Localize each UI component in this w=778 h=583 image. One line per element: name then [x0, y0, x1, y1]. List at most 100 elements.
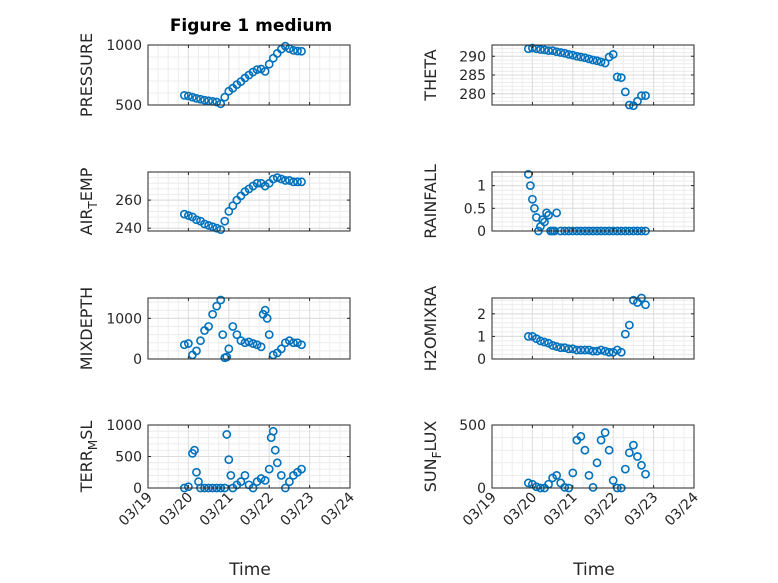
terr-msl-data-point	[260, 476, 270, 485]
h2omixra-data-point	[576, 345, 586, 355]
pressure-axes: 500 1000 PRESSURE	[77, 33, 351, 117]
theta-data-point	[528, 43, 537, 53]
pressure-data-point	[183, 91, 193, 101]
rainfall-y-tick-label: 0	[477, 224, 486, 240]
h2omixra-y-tick-label: 2	[477, 307, 486, 323]
mixdepth-data-point	[262, 313, 272, 323]
air-temp-data-point	[208, 222, 218, 232]
sun-flux-data-point	[580, 445, 590, 455]
sun-flux-axes-box	[491, 424, 695, 489]
terr-msl-data-point	[272, 458, 282, 468]
x-axis-label-left: Time	[228, 560, 271, 580]
theta-data-point	[552, 47, 562, 57]
terr-msl-x-tick-label: 03/21	[197, 490, 237, 530]
air-temp-axes-box	[147, 171, 351, 232]
terr-msl-data-point	[224, 455, 234, 465]
air-temp-data-point	[228, 201, 238, 211]
terr-msl-x-tick-label: 03/22	[237, 490, 277, 530]
sun-flux-x-tick-label: 03/21	[541, 490, 581, 530]
pressure-data-point	[297, 46, 306, 56]
terr-msl-data-point	[222, 430, 232, 439]
h2omixra-data-point	[604, 347, 614, 357]
rainfall-data-point	[552, 208, 562, 218]
air-temp-data-point	[297, 177, 306, 187]
mixdepth-data-point	[218, 330, 228, 339]
sun-flux-data-point	[596, 435, 606, 445]
theta-y-tick-label: 280	[459, 87, 486, 103]
pressure-y-tick-label: 500	[115, 98, 142, 114]
air-temp-data-point	[179, 209, 189, 219]
mixdepth-data-point	[204, 322, 213, 331]
theta-data-point	[592, 56, 602, 66]
sun-flux-data-point	[568, 468, 578, 478]
rainfall-data-point	[538, 215, 547, 225]
theta-data-point	[612, 72, 622, 82]
air-temp-data-point	[289, 177, 298, 187]
mixdepth-data-point	[240, 338, 250, 348]
h2omixra-y-tick-label: 1	[477, 329, 486, 345]
rainfall-y-axis-label: RAINFALL	[421, 164, 440, 239]
theta-data-point	[620, 87, 630, 97]
pressure-data-point	[188, 92, 197, 102]
theta-axes: 280 285 290 THETA	[421, 43, 695, 111]
air-temp-data-point	[183, 211, 193, 220]
terr-msl-y-tick-label: 1000	[106, 418, 142, 434]
sun-flux-data-point	[604, 445, 614, 455]
sun-flux-x-tick-label: 03/24	[662, 489, 702, 529]
rainfall-data-point	[544, 210, 553, 220]
theta-data-point	[564, 49, 574, 59]
air-temp-data-point	[216, 225, 226, 234]
sun-flux-y-tick-label: 500	[459, 418, 486, 434]
pressure-data-point	[216, 99, 226, 109]
theta-data-point	[544, 46, 553, 56]
terr-msl-data-point	[270, 445, 280, 455]
mixdepth-data-point	[244, 337, 254, 347]
terr-msl-data-point	[240, 470, 250, 480]
theta-y-axis-label: THETA	[421, 49, 440, 101]
h2omixra-data-point	[556, 343, 566, 353]
mixdepth-data-point	[264, 330, 274, 339]
rainfall-axes-box	[491, 171, 695, 232]
sun-flux-data-point	[620, 464, 630, 474]
mixdepth-y-axis-label: MIXDEPTH	[77, 287, 96, 370]
terr-msl-data-point	[183, 482, 193, 492]
theta-y-tick-label: 285	[459, 68, 486, 84]
h2omixra-data-point	[580, 345, 590, 355]
sun-flux-data-point	[600, 428, 610, 437]
sun-flux-data-point	[584, 470, 594, 480]
h2omixra-axes-box	[491, 297, 695, 360]
pressure-data-point	[252, 65, 262, 74]
h2omixra-data-point	[624, 320, 634, 330]
sun-flux-data-point	[624, 448, 634, 458]
mixdepth-data-point	[208, 309, 218, 319]
sun-flux-data-point	[629, 440, 638, 450]
air-temp-data-point	[272, 173, 282, 183]
rainfall-data-point	[540, 217, 549, 227]
terr-msl-data-point	[297, 464, 306, 474]
theta-data-point	[548, 46, 557, 56]
rainfall-y-tick-label: 0.5	[464, 201, 486, 217]
h2omixra-data-point	[641, 300, 650, 310]
terr-msl-data-point	[276, 470, 286, 480]
sun-flux-data-point	[641, 469, 650, 479]
h2omixra-data-point	[540, 337, 549, 347]
mixdepth-data-point	[228, 322, 238, 331]
mixdepth-axes-box	[147, 297, 351, 360]
sun-flux-x-tick-label: 03/23	[622, 490, 662, 530]
sun-flux-data-point	[552, 470, 562, 480]
theta-data-point	[616, 73, 626, 83]
h2omixra-y-axis-label: H2OMIXRA	[421, 286, 440, 372]
mixdepth-data-point	[179, 340, 189, 350]
sun-flux-data-point	[560, 482, 570, 492]
theta-data-point	[600, 58, 610, 68]
pressure-data-point	[192, 94, 201, 103]
h2omixra-data-point	[616, 347, 626, 357]
theta-data-point	[540, 45, 549, 55]
rainfall-data-point	[525, 181, 535, 191]
sun-flux-data-point	[608, 476, 618, 485]
h2omixra-data-point	[592, 346, 602, 356]
theta-data-point	[568, 50, 578, 60]
pressure-y-axis-label: PRESSURE	[77, 33, 96, 117]
